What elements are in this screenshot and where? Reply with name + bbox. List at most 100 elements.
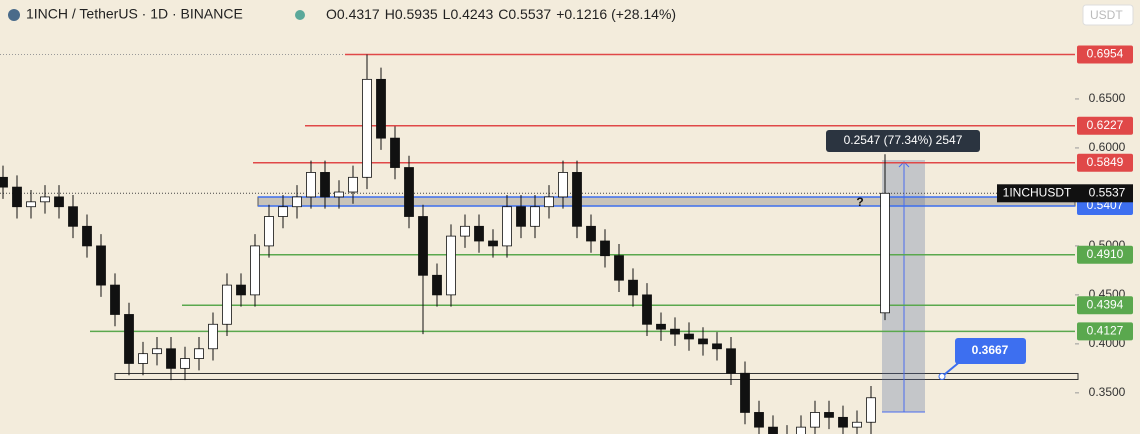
ohlc-item: L0.4243: [443, 6, 494, 22]
level-tag: [1077, 45, 1133, 64]
candle-body: [796, 426, 806, 434]
last-price-tag: [997, 184, 1133, 203]
candle-body: [614, 255, 624, 281]
level-label: 0.4127: [1087, 324, 1124, 338]
candle-body: [68, 206, 78, 227]
candle-body: [488, 240, 498, 247]
candle-body: [222, 284, 232, 325]
candle-body: [642, 294, 652, 325]
candle-body: [754, 412, 764, 428]
callout-bg: [955, 338, 1026, 364]
level-tag: [1077, 153, 1133, 172]
callout-dot: [938, 372, 946, 380]
candle-body: [544, 196, 554, 208]
candle-body: [880, 192, 890, 314]
candle-body: [516, 206, 526, 227]
candle-body: [306, 172, 316, 198]
candle-body: [824, 412, 834, 418]
candle-body: [236, 284, 246, 296]
candle-body: [418, 216, 428, 276]
ohlc-item: +0.1216 (+28.14%): [556, 6, 676, 22]
ohlc: O0.4317 H0.5935 L0.4243 C0.5537 +0.1216 (+28…: [326, 6, 676, 22]
y-tick-label: 0.6500: [1089, 91, 1126, 105]
currency[interactable]: USDT: [1090, 8, 1123, 22]
level-tag: [1077, 296, 1133, 315]
candle-body: [404, 167, 414, 217]
candle-body: [446, 235, 456, 296]
last-price-label: 0.5537: [1089, 185, 1126, 199]
candle-body: [460, 225, 470, 237]
candle-body: [376, 78, 386, 139]
candle-body: [320, 172, 330, 198]
status-dot: [295, 10, 305, 20]
candle-body: [138, 353, 148, 364]
level-label: 0.4394: [1087, 297, 1124, 311]
candle-body: [586, 225, 596, 242]
candle-body: [558, 172, 568, 198]
y-tick-label: 0.3500: [1089, 385, 1126, 399]
ohlc-item: O0.4317: [326, 6, 380, 22]
level-label: 0.6954: [1087, 47, 1124, 61]
candle-body: [12, 186, 22, 208]
candle-body: [432, 274, 442, 296]
candle-body: [278, 206, 288, 217]
candle-body: [348, 176, 358, 193]
candle-body: [390, 137, 400, 168]
candle-body: [656, 323, 666, 330]
candle-body: [838, 416, 848, 428]
measure-label-bg: [826, 130, 980, 152]
candle-body: [152, 348, 162, 355]
symbol-icon: [8, 9, 20, 21]
candle-body: [96, 245, 106, 286]
candle-body: [628, 279, 638, 296]
level-label: 0.5849: [1087, 155, 1124, 169]
candle-body: [208, 323, 218, 350]
measure-label: 0.2547 (77.34%) 2547: [844, 133, 963, 147]
candle-body: [54, 196, 64, 208]
target-zone: [114, 372, 1079, 380]
level-label: 0.4910: [1087, 247, 1124, 261]
candle-body: [474, 225, 484, 242]
candle-body: [866, 397, 876, 423]
last-price-name: 1INCHUSDT: [1003, 185, 1072, 199]
candle-body: [726, 348, 736, 374]
candle-body: [334, 191, 344, 198]
candle-body: [180, 358, 190, 369]
level-tag: [1077, 116, 1133, 135]
candle-body: [684, 333, 694, 340]
candle-body: [530, 206, 540, 227]
zone: [257, 196, 1076, 207]
candle-body: [194, 348, 204, 359]
callout-label: 0.3667: [972, 343, 1009, 357]
candle-body: [698, 338, 708, 345]
level-tag: [1077, 322, 1133, 341]
candle-body: [264, 216, 274, 247]
candle-body: [250, 245, 260, 296]
symbol: 1INCH / TetherUS · 1D · BINANCE: [26, 6, 243, 22]
candle-body: [670, 328, 680, 335]
ohlc-item: C0.5537: [498, 6, 551, 22]
candle-body: [40, 196, 50, 203]
question-mark: ?: [856, 195, 863, 209]
candle-body: [124, 314, 134, 364]
candle-body: [166, 348, 176, 369]
candle-body: [82, 225, 92, 247]
candle-body: [572, 172, 582, 227]
candle-body: [852, 421, 862, 428]
candle-body: [502, 206, 512, 247]
candle-body: [0, 176, 8, 188]
candle-body: [712, 343, 722, 350]
candle-body: [768, 426, 778, 434]
ohlc-item: H0.5935: [385, 6, 438, 22]
level-tag: [1077, 245, 1133, 264]
candle-body: [740, 372, 750, 413]
candle-body: [362, 78, 372, 178]
candle-body: [600, 240, 610, 257]
level-label: 0.6227: [1087, 118, 1124, 132]
currency-button[interactable]: [1082, 4, 1134, 26]
candle-body: [292, 196, 302, 208]
candle-body: [110, 284, 120, 315]
